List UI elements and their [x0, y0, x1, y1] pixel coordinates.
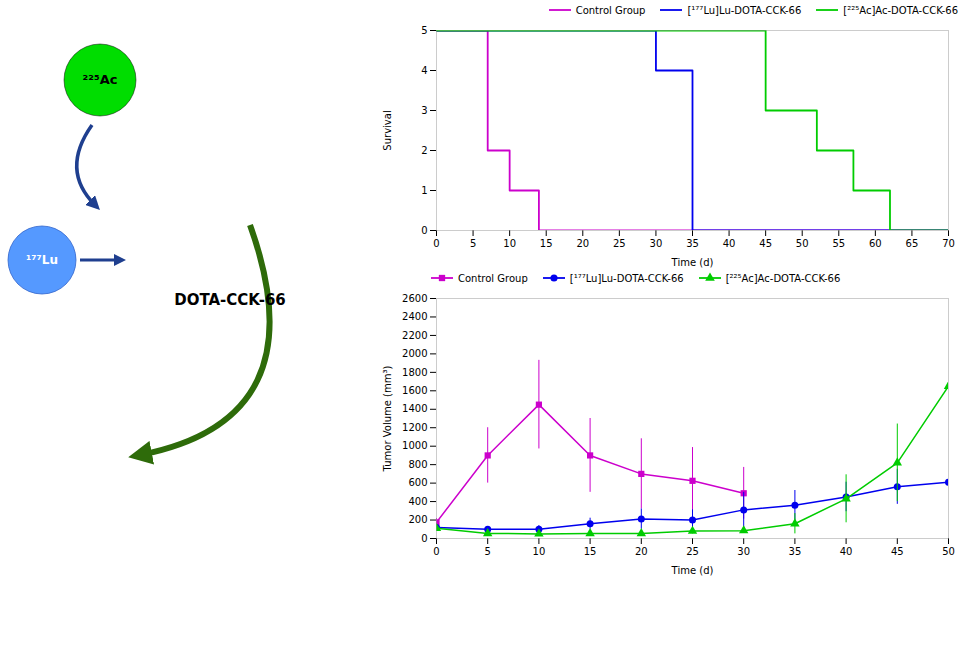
svg-text:Survival: Survival: [382, 110, 393, 150]
html-text:[²²⁵Ac]Ac-DOTA-CCK-66: [²²⁵Ac]Ac-DOTA-CCK-66: [725, 272, 841, 284]
svg-text:35: 35: [789, 546, 802, 557]
svg-text:1400: 1400: [402, 403, 427, 414]
svg-text:45: 45: [759, 238, 772, 249]
svg-text:800: 800: [408, 459, 427, 470]
svg-text:20: 20: [576, 238, 589, 249]
svg-text:50: 50: [942, 546, 955, 557]
svg-text:40: 40: [840, 546, 853, 557]
svg-text:1000: 1000: [402, 440, 427, 451]
svg-text:Time (d): Time (d): [671, 565, 714, 576]
svg-text:1800: 1800: [402, 367, 427, 378]
html-text:[²²⁵Ac]Ac-DOTA-CCK-66: [²²⁵Ac]Ac-DOTA-CCK-66: [843, 4, 958, 16]
svg-text:30: 30: [737, 546, 750, 557]
svg-text:2: 2: [421, 145, 427, 156]
svg-text:¹⁷⁷Lu: ¹⁷⁷Lu: [26, 253, 58, 267]
svg-text:²²⁵Ac: ²²⁵Ac: [83, 72, 118, 87]
svg-text:40: 40: [723, 238, 736, 249]
svg-text:1600: 1600: [402, 385, 427, 396]
svg-text:20: 20: [635, 546, 648, 557]
svg-text:55: 55: [832, 238, 845, 249]
svg-text:400: 400: [408, 496, 427, 507]
svg-text:2200: 2200: [402, 330, 427, 341]
svg-text:45: 45: [891, 546, 904, 557]
html-text:[¹⁷⁷Lu]Lu-DOTA-CCK-66: [¹⁷⁷Lu]Lu-DOTA-CCK-66: [569, 272, 684, 284]
svg-text:200: 200: [408, 514, 427, 525]
svg-text:0: 0: [433, 238, 439, 249]
html-text:Control Group: Control Group: [575, 4, 646, 16]
svg-text:10: 10: [533, 546, 546, 557]
svg-text:35: 35: [686, 238, 699, 249]
svg-text:3: 3: [421, 105, 427, 116]
svg-text:15: 15: [584, 546, 597, 557]
svg-text:600: 600: [408, 477, 427, 488]
svg-text:70: 70: [942, 238, 955, 249]
svg-text:4: 4: [421, 65, 427, 76]
svg-text:5: 5: [421, 25, 427, 36]
svg-text:0: 0: [421, 533, 427, 544]
svg-text:5: 5: [485, 546, 491, 557]
svg-text:0: 0: [433, 546, 439, 557]
svg-text:60: 60: [869, 238, 882, 249]
svg-text:15: 15: [540, 238, 553, 249]
svg-text:5: 5: [470, 238, 476, 249]
svg-text:2000: 2000: [402, 348, 427, 359]
html-text:[¹⁷⁷Lu]Lu-DOTA-CCK-66: [¹⁷⁷Lu]Lu-DOTA-CCK-66: [687, 4, 802, 16]
svg-text:1200: 1200: [402, 422, 427, 433]
html-text:Control Group: Control Group: [458, 272, 528, 284]
svg-text:Tumor Volume (mm³): Tumor Volume (mm³): [382, 366, 393, 473]
svg-text:1: 1: [421, 185, 427, 196]
svg-text:50: 50: [796, 238, 809, 249]
svg-text:2400: 2400: [402, 311, 427, 322]
svg-text:25: 25: [613, 238, 626, 249]
svg-text:65: 65: [906, 238, 919, 249]
svg-text:25: 25: [686, 546, 699, 557]
svg-text:Time (d): Time (d): [671, 257, 714, 268]
svg-text:2600: 2600: [402, 293, 427, 304]
svg-text:30: 30: [650, 238, 663, 249]
svg-text:0: 0: [421, 225, 427, 236]
svg-text:10: 10: [503, 238, 516, 249]
svg-text:DOTA-CCK-66: DOTA-CCK-66: [174, 291, 286, 309]
